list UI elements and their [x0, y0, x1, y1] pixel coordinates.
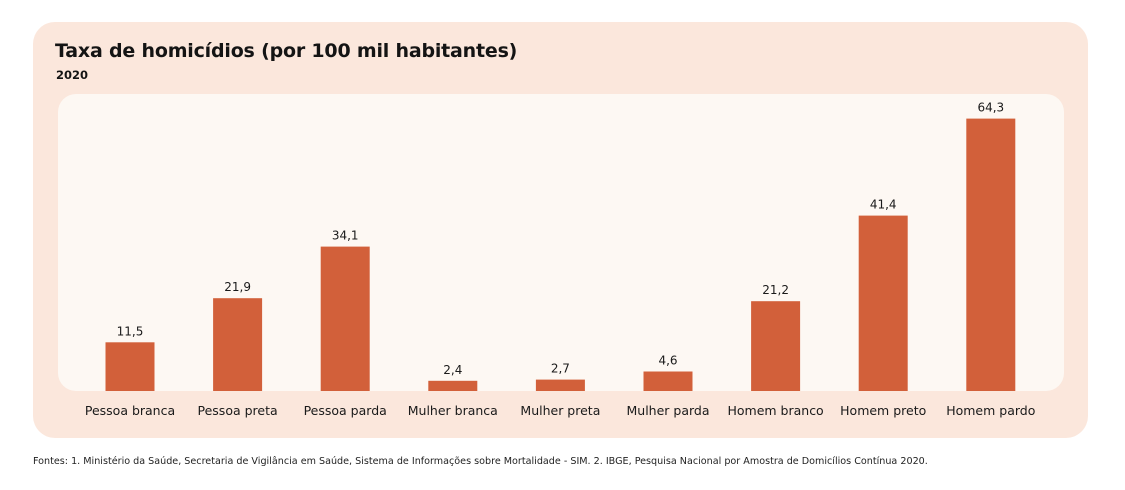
bar-value-label: 64,3: [977, 101, 1004, 115]
bar-value-label: 21,2: [762, 283, 789, 297]
x-tick-label: Mulher parda: [626, 403, 709, 418]
bar: [320, 246, 370, 391]
bar: [643, 371, 693, 391]
bar-value-label: 2,7: [551, 362, 570, 376]
bar: [105, 342, 155, 391]
bar: [213, 298, 263, 391]
bar-value-label: 34,1: [332, 229, 359, 243]
bar-value-label: 4,6: [658, 354, 677, 368]
bar-chart: 11,5 Pessoa branca 21,9 Pessoa preta 34,1 Pes…: [85, 101, 1036, 418]
source-note: Fontes: 1. Ministério da Saúde, Secretar…: [33, 456, 928, 467]
bar: [751, 301, 801, 391]
bar: [535, 379, 585, 391]
bar: [428, 380, 478, 391]
bar: [858, 215, 908, 391]
x-tick-label: Pessoa preta: [198, 403, 278, 418]
x-tick-label: Homem pardo: [946, 403, 1035, 418]
bar-value-label: 21,9: [224, 280, 251, 294]
bar: [966, 118, 1016, 391]
x-tick-label: Mulher preta: [520, 403, 600, 418]
chart-title: Taxa de homicídios (por 100 mil habitant…: [55, 40, 518, 62]
x-tick-label: Pessoa parda: [304, 403, 387, 418]
x-tick-label: Homem branco: [727, 403, 823, 418]
bar-value-label: 41,4: [870, 198, 897, 212]
bar-value-label: 2,4: [443, 363, 462, 377]
x-tick-label: Pessoa branca: [85, 403, 175, 418]
x-tick-label: Homem preto: [840, 403, 926, 418]
x-tick-label: Mulher branca: [408, 403, 498, 418]
bar-value-label: 11,5: [117, 324, 144, 338]
chart-subtitle: 2020: [56, 68, 89, 82]
